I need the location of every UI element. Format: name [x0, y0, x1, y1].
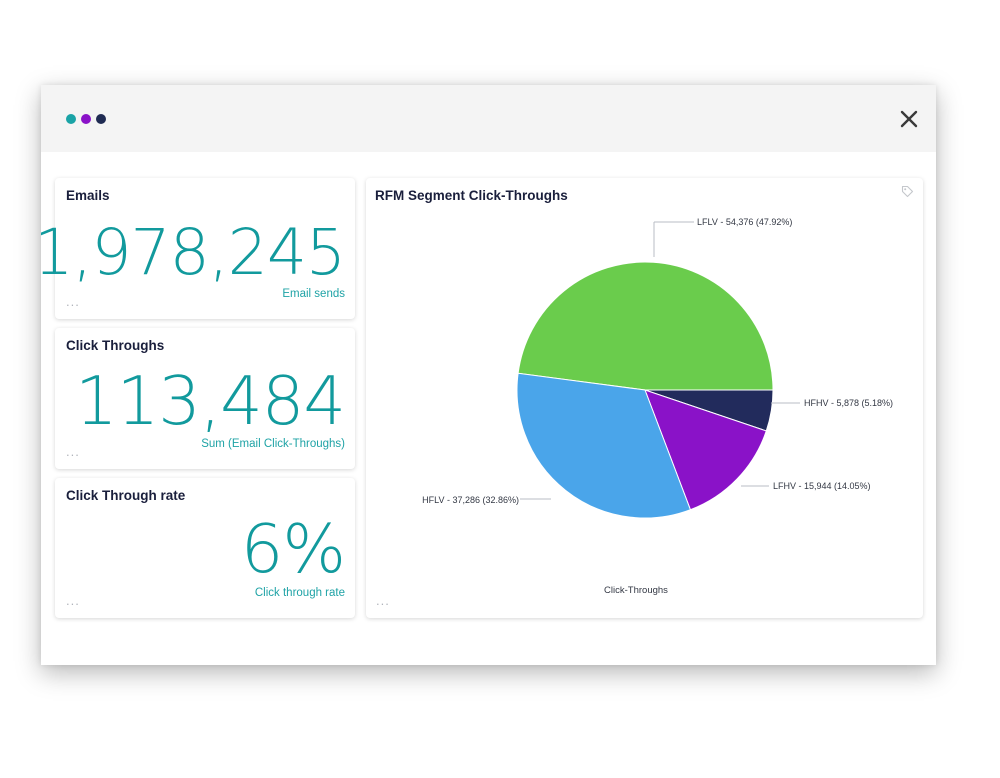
kpi-card-click-through-rate: Click Through rate 6% Click through rate… [55, 478, 355, 618]
tag-icon[interactable] [901, 185, 914, 198]
window-dot-purple [81, 114, 91, 124]
more-options-button[interactable]: ... [66, 294, 80, 309]
pie-chart: LFLV - 54,376 (47.92%) HFHV - 5,878 (5.18… [422, 217, 893, 596]
slice-label-hfhv: HFHV - 5,878 (5.18%) [804, 398, 893, 408]
kpi-title: Emails [66, 188, 110, 203]
slice-label-lfhv: LFHV - 15,944 (14.05%) [773, 481, 871, 491]
pie-slice-lflv[interactable] [517, 261, 774, 391]
more-options-button[interactable]: ... [66, 593, 80, 608]
kpi-subtitle: Sum (Email Click-Throughs) [201, 438, 345, 450]
chart-x-label: Click-Throughs [604, 585, 668, 596]
more-options-button[interactable]: ... [376, 593, 390, 608]
close-icon[interactable] [899, 109, 919, 129]
kpi-value: 113,484 [74, 362, 346, 440]
kpi-card-click-throughs: Click Throughs 113,484 Sum (Email Click-… [55, 328, 355, 469]
slice-label-lflv: LFLV - 54,376 (47.92%) [697, 217, 792, 227]
chart-title: RFM Segment Click-Throughs [375, 188, 568, 203]
window-dot-teal [66, 114, 76, 124]
dashboard-content: Emails 1,978,245 Email sends ... Click T… [41, 152, 936, 665]
pie-slice-hflv[interactable] [516, 372, 692, 519]
kpi-value: 6% [240, 510, 346, 588]
window-titlebar [41, 85, 936, 152]
kpi-subtitle: Click through rate [254, 587, 345, 599]
window-dot-navy [96, 114, 106, 124]
pie-slice-lfhv[interactable] [644, 389, 767, 511]
kpi-card-emails: Emails 1,978,245 Email sends ... [41, 178, 355, 319]
kpi-value: 1,978,245 [41, 216, 346, 289]
dashboard-window: Emails 1,978,245 Email sends ... Click T… [41, 85, 936, 665]
chart-card: RFM Segment Click-Throughs LFLV - 54,376… [366, 178, 923, 618]
kpi-title: Click Throughs [66, 338, 165, 353]
kpi-title: Click Through rate [66, 488, 186, 503]
kpi-subtitle: Email sends [282, 288, 345, 300]
slice-label-hflv: HFLV - 37,286 (32.86%) [422, 495, 519, 505]
more-options-button[interactable]: ... [66, 444, 80, 459]
